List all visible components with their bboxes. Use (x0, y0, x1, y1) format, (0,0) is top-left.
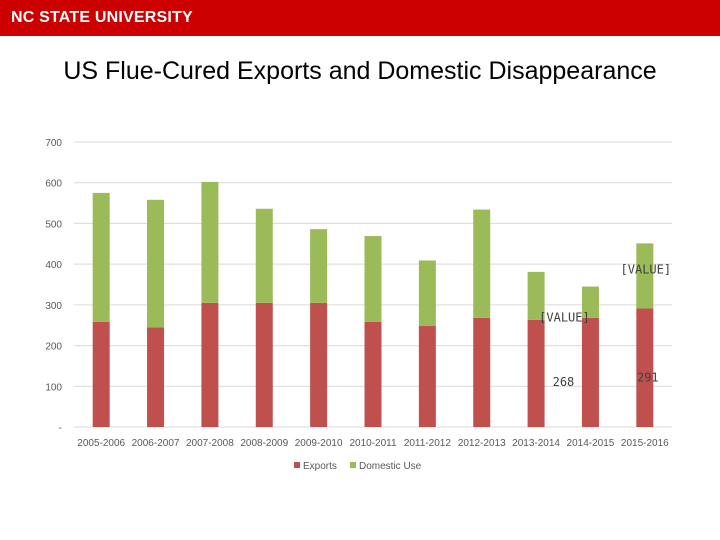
legend-swatch-domestic-use (350, 462, 356, 468)
bar-exports (310, 302, 328, 427)
bar-domestic-use (147, 199, 165, 328)
bar-domestic-use (418, 260, 436, 327)
bar-domestic-use (255, 208, 273, 303)
y-tick-label: 700 (45, 138, 62, 149)
bar-exports (527, 319, 545, 427)
bar-domestic-use (364, 236, 382, 322)
bar-domestic-use (473, 209, 491, 318)
y-tick-label: 200 (45, 342, 62, 353)
x-tick-label: 2015-2016 (621, 438, 669, 449)
y-tick-label: 400 (45, 260, 62, 271)
y-tick-label: 100 (45, 382, 62, 393)
x-tick-label: 2006-2007 (132, 438, 180, 449)
x-tick-label: 2014-2015 (567, 438, 615, 449)
bar-exports (201, 302, 219, 427)
data-label: [VALUE] (539, 311, 590, 325)
data-label: [VALUE] (621, 262, 672, 276)
x-tick-label: 2009-2010 (295, 438, 343, 449)
bar-domestic-use (527, 271, 545, 320)
bar-exports (418, 326, 436, 427)
bar-domestic-use (310, 229, 328, 303)
bar-exports (255, 302, 273, 427)
y-tick-label: - (59, 423, 62, 434)
x-tick-label: 2010-2011 (349, 438, 397, 449)
bar-exports (473, 317, 491, 427)
x-tick-label: 2008-2009 (240, 438, 288, 449)
legend-label-domestic-use: Domestic Use (359, 461, 422, 472)
y-tick-label: 500 (45, 219, 62, 230)
bar-exports (92, 321, 110, 427)
bar-domestic-use (201, 181, 219, 303)
y-tick-label: 600 (45, 179, 62, 190)
legend-swatch-exports (294, 462, 300, 468)
data-label: 268 (553, 375, 575, 389)
x-tick-label: 2005-2006 (77, 438, 125, 449)
legend-label-exports: Exports (303, 461, 337, 472)
y-tick-label: 300 (45, 301, 62, 312)
chart-title: US Flue-Cured Exports and Domestic Disap… (63, 57, 657, 85)
university-logo: NC STATE UNIVERSITY (11, 9, 193, 26)
bar-exports (636, 308, 654, 427)
header-bar: NC STATE UNIVERSITY (0, 0, 720, 36)
x-tick-label: 2007-2008 (186, 438, 234, 449)
bar-domestic-use (92, 192, 110, 322)
x-tick-label: 2011-2012 (404, 438, 452, 449)
bar-exports (581, 317, 599, 427)
x-tick-label: 2013-2014 (512, 438, 560, 449)
bar-exports (364, 321, 382, 427)
x-tick-label: 2012-2013 (458, 438, 506, 449)
data-label: 291 (637, 371, 659, 385)
bar-domestic-use (581, 286, 599, 318)
bar-domestic-use (636, 243, 654, 309)
bar-exports (147, 327, 165, 427)
